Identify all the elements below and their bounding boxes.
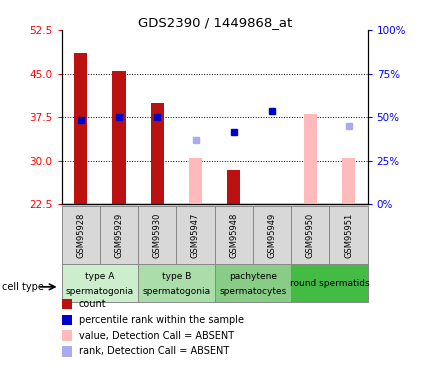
Text: GSM95930: GSM95930 bbox=[153, 213, 162, 258]
Bar bbox=[74, 53, 88, 204]
Text: GSM95948: GSM95948 bbox=[229, 213, 238, 258]
Text: GSM95947: GSM95947 bbox=[191, 213, 200, 258]
Text: spermatocytes: spermatocytes bbox=[219, 287, 286, 296]
Bar bbox=[62, 264, 138, 302]
Bar bbox=[176, 206, 215, 264]
Bar bbox=[189, 158, 202, 204]
Text: GSM95949: GSM95949 bbox=[267, 213, 277, 258]
Text: pachytene: pachytene bbox=[229, 272, 277, 281]
Bar bbox=[253, 206, 291, 264]
Text: GSM95929: GSM95929 bbox=[114, 213, 124, 258]
Text: percentile rank within the sample: percentile rank within the sample bbox=[79, 315, 244, 325]
Text: round spermatids: round spermatids bbox=[289, 279, 369, 288]
Bar bbox=[138, 206, 176, 264]
Text: spermatogonia: spermatogonia bbox=[142, 287, 210, 296]
Bar bbox=[291, 264, 368, 302]
Bar bbox=[100, 206, 138, 264]
Text: GSM95928: GSM95928 bbox=[76, 213, 85, 258]
Bar bbox=[342, 158, 355, 204]
Bar bbox=[215, 264, 291, 302]
Bar bbox=[329, 206, 368, 264]
Bar bbox=[215, 206, 253, 264]
Text: type A: type A bbox=[85, 272, 115, 281]
Text: value, Detection Call = ABSENT: value, Detection Call = ABSENT bbox=[79, 331, 234, 340]
Bar bbox=[227, 170, 241, 204]
Bar bbox=[291, 206, 329, 264]
Bar bbox=[62, 206, 100, 264]
Text: count: count bbox=[79, 299, 106, 309]
Text: spermatogonia: spermatogonia bbox=[66, 287, 134, 296]
Text: cell type: cell type bbox=[2, 282, 44, 292]
Text: type B: type B bbox=[162, 272, 191, 281]
Title: GDS2390 / 1449868_at: GDS2390 / 1449868_at bbox=[138, 16, 292, 29]
Text: rank, Detection Call = ABSENT: rank, Detection Call = ABSENT bbox=[79, 346, 229, 356]
Text: GSM95951: GSM95951 bbox=[344, 213, 353, 258]
Bar bbox=[112, 70, 126, 204]
Bar bbox=[150, 103, 164, 204]
Bar bbox=[303, 114, 317, 204]
Text: GSM95950: GSM95950 bbox=[306, 213, 315, 258]
Bar bbox=[138, 264, 215, 302]
